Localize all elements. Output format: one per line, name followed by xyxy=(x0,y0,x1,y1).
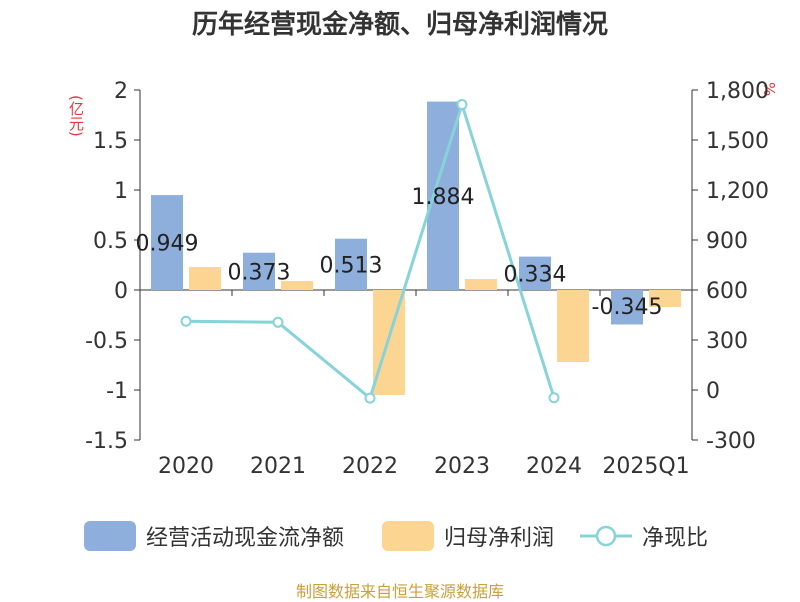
legend-item-operating-cash-flow[interactable]: 经营活动现金流净额 xyxy=(84,518,344,554)
data-label-operating-cash-flow: 0.949 xyxy=(136,232,199,257)
right-axis-tick-label: 600 xyxy=(706,279,748,304)
bar-net-profit xyxy=(649,290,681,307)
data-label-operating-cash-flow: 0.513 xyxy=(320,253,383,278)
right-axis-tick-label: -300 xyxy=(706,429,756,454)
left-axis-tick-label: 1.5 xyxy=(93,129,128,154)
right-axis-tick-label: 1,500 xyxy=(706,129,769,154)
data-source: 制图数据来自恒生聚源数据库 xyxy=(295,582,504,601)
data-label-operating-cash-flow: -0.345 xyxy=(592,295,663,320)
right-axis-unit: % xyxy=(760,82,778,97)
right-axis-tick-label: 0 xyxy=(706,379,720,404)
chart-title: 历年经营现金净额、归母净利润情况 xyxy=(191,10,608,40)
right-axis-tick-label: 1,200 xyxy=(706,179,769,204)
left-axis-tick-label: 0 xyxy=(114,279,128,304)
bar-net-profit xyxy=(281,281,313,290)
legend-item-net-profit[interactable]: 归母净利润 xyxy=(382,518,554,554)
x-axis-category-label: 2024 xyxy=(526,454,582,479)
x-axis-category-label: 2020 xyxy=(158,454,214,479)
right-axis-tick-label: 900 xyxy=(706,229,748,254)
legend[interactable]: 经营活动现金流净额 归母净利润 净现比 xyxy=(0,518,800,554)
bar-net-profit xyxy=(189,267,221,290)
legend-swatch-operating-cash-flow xyxy=(84,521,136,551)
right-axis-tick-label: 1,800 xyxy=(706,79,769,104)
legend-label: 净现比 xyxy=(642,526,709,551)
bar-operating-cash-flow xyxy=(611,290,643,325)
x-axis-category-label: 2021 xyxy=(250,454,306,479)
point-cash-ratio xyxy=(364,392,376,404)
line-cash-ratio xyxy=(185,99,556,401)
x-axis-category-label: 2023 xyxy=(434,454,490,479)
x-axis-category-label: 2025Q1 xyxy=(602,454,689,479)
left-axis-tick-label: 1 xyxy=(114,179,128,204)
left-axis-tick-label: 0.5 xyxy=(93,229,128,254)
legend-swatch-net-profit xyxy=(382,521,434,551)
point-cash-ratio xyxy=(456,99,468,111)
left-axis-tick-label: -0.5 xyxy=(85,329,128,354)
x-axis-category-label: 2022 xyxy=(342,454,398,479)
legend-line-icon xyxy=(580,525,632,547)
point-cash-ratio xyxy=(548,392,560,404)
bar-net-profit xyxy=(557,290,589,362)
left-axis-tick-label: 2 xyxy=(114,79,128,104)
left-axis-tick-label: -1 xyxy=(106,379,128,404)
bar-operating-cash-flow xyxy=(151,195,183,290)
legend-label: 经营活动现金流净额 xyxy=(146,526,345,551)
left-axis-tick-label: -1.5 xyxy=(85,429,128,454)
data-label-operating-cash-flow: 1.884 xyxy=(412,185,475,210)
right-axis-tick-label: 300 xyxy=(706,329,748,354)
legend-label: 归母净利润 xyxy=(444,526,555,551)
left-axis-unit: (亿元) xyxy=(67,95,85,137)
point-cash-ratio xyxy=(180,315,192,327)
bar-operating-cash-flow xyxy=(243,252,275,290)
data-label-operating-cash-flow: 0.334 xyxy=(504,262,567,287)
bar-operating-cash-flow xyxy=(519,256,551,290)
legend-item-cash-ratio[interactable]: 净现比 xyxy=(580,518,708,554)
bar-operating-cash-flow xyxy=(335,238,367,290)
point-cash-ratio xyxy=(272,316,284,328)
data-label-operating-cash-flow: 0.373 xyxy=(228,260,291,285)
bar-net-profit xyxy=(465,279,497,290)
